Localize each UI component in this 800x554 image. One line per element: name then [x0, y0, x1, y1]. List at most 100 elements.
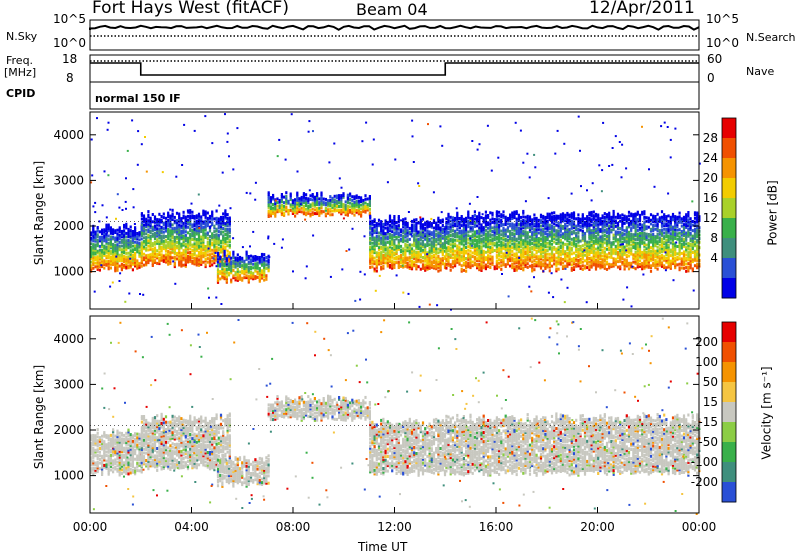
- heatmap-cell: [621, 224, 624, 228]
- heatmap-cell: [92, 234, 95, 237]
- heatmap-cell: [151, 220, 154, 224]
- heatmap-cell: [548, 263, 551, 267]
- heatmap-cell: [559, 233, 562, 237]
- heatmap-cell: [660, 230, 664, 234]
- heatmap-cell: [614, 244, 617, 248]
- heatmap-cell: [92, 250, 95, 254]
- heatmap-cell: [649, 249, 653, 253]
- heatmap-cell: [417, 259, 420, 263]
- heatmap-cell: [371, 228, 374, 232]
- heatmap-cell: [566, 224, 569, 228]
- heatmap-cell: [355, 194, 358, 198]
- heatmap-cell: [579, 254, 582, 258]
- heatmap-cell: [430, 262, 433, 266]
- heatmap-cell: [215, 233, 218, 237]
- heatmap-cell: [263, 260, 266, 264]
- heatmap-cell: [421, 259, 425, 263]
- heatmap-cell: [634, 258, 637, 262]
- heatmap-cell: [535, 242, 538, 246]
- heatmap-cell: [557, 229, 560, 233]
- heatmap-cell: [641, 261, 644, 265]
- heatmap-cell: [404, 224, 407, 228]
- heatmap-cell: [526, 225, 529, 229]
- heatmap-cell: [454, 244, 457, 248]
- heatmap-cell: [445, 231, 448, 235]
- heatmap-cell: [92, 232, 95, 236]
- heatmap-cell: [601, 258, 604, 262]
- heatmap-cell: [397, 220, 400, 224]
- heatmap-cell: [118, 233, 121, 237]
- heatmap-cell: [112, 248, 115, 252]
- heatmap-cell: [151, 254, 154, 258]
- heatmap-cell: [465, 260, 468, 264]
- heatmap-cell: [388, 260, 392, 264]
- heatmap-cell: [447, 238, 450, 242]
- heatmap-cell: [256, 255, 259, 259]
- heatmap-cell: [118, 237, 121, 241]
- heatmap-cell: [206, 257, 209, 261]
- heatmap-cell: [302, 197, 305, 201]
- heatmap-cell: [612, 262, 615, 266]
- heatmap-cell: [191, 232, 194, 236]
- heatmap-cell: [424, 232, 427, 236]
- heatmap-cell: [430, 225, 433, 229]
- heatmap-cell: [364, 208, 367, 212]
- heatmap-cell: [564, 235, 567, 239]
- heatmap-cell: [219, 230, 223, 234]
- heatmap-cell: [566, 264, 569, 268]
- heatmap-cell: [223, 262, 226, 266]
- heatmap-cell: [371, 250, 374, 254]
- heatmap-cell: [109, 259, 112, 263]
- heatmap-cell: [654, 216, 657, 220]
- heatmap-cell: [623, 265, 626, 269]
- heatmap-cell: [169, 240, 172, 244]
- heatmap-cell: [610, 250, 613, 254]
- heatmap-cell: [671, 231, 675, 235]
- heatmap-cell: [509, 239, 512, 242]
- heatmap-cell: [553, 235, 556, 239]
- heatmap-cell: [195, 219, 198, 223]
- heatmap-cell: [322, 197, 325, 201]
- heatmap-cell: [524, 265, 527, 268]
- heatmap-cell: [382, 222, 385, 226]
- heatmap-cell: [575, 224, 578, 228]
- heatmap-cell: [566, 255, 569, 259]
- heatmap-cell: [382, 259, 385, 263]
- heatmap-cell: [610, 228, 613, 232]
- heatmap-cell: [645, 234, 648, 238]
- heatmap-cell: [94, 234, 97, 238]
- heatmap-cell: [649, 240, 653, 244]
- heatmap-cell: [577, 227, 580, 231]
- heatmap-cell: [449, 234, 452, 237]
- heatmap-cell: [236, 277, 239, 281]
- heatmap-cell: [294, 207, 297, 211]
- heatmap-cell: [579, 259, 582, 263]
- heatmap-cell: [204, 259, 207, 263]
- heatmap-cell: [324, 208, 327, 212]
- heatmap-cell: [603, 221, 606, 225]
- heatmap-cell: [572, 262, 576, 266]
- heatmap-cell: [548, 240, 551, 244]
- heatmap-cell: [428, 239, 431, 243]
- heatmap-cell: [112, 246, 115, 250]
- heatmap-cell: [380, 262, 383, 265]
- heatmap-cell: [226, 236, 229, 240]
- heatmap-cell: [581, 238, 584, 242]
- heatmap-cell: [258, 256, 261, 259]
- heatmap-cell: [480, 263, 483, 267]
- heatmap-cell: [228, 258, 231, 262]
- heatmap-cell: [443, 246, 447, 250]
- heatmap-cell: [605, 236, 609, 240]
- heatmap-cell: [340, 201, 343, 205]
- heatmap-cell: [509, 253, 512, 257]
- heatmap-cell: [254, 266, 257, 269]
- heatmap-cell: [603, 228, 606, 232]
- heatmap-cell: [406, 261, 409, 265]
- heatmap-cell: [206, 224, 209, 228]
- heatmap-cell: [564, 255, 567, 259]
- heatmap-cell: [665, 266, 668, 270]
- heatmap-cell: [592, 232, 595, 236]
- heatmap-cell: [572, 231, 576, 235]
- heatmap-cell: [169, 234, 172, 238]
- heatmap-cell: [171, 214, 174, 218]
